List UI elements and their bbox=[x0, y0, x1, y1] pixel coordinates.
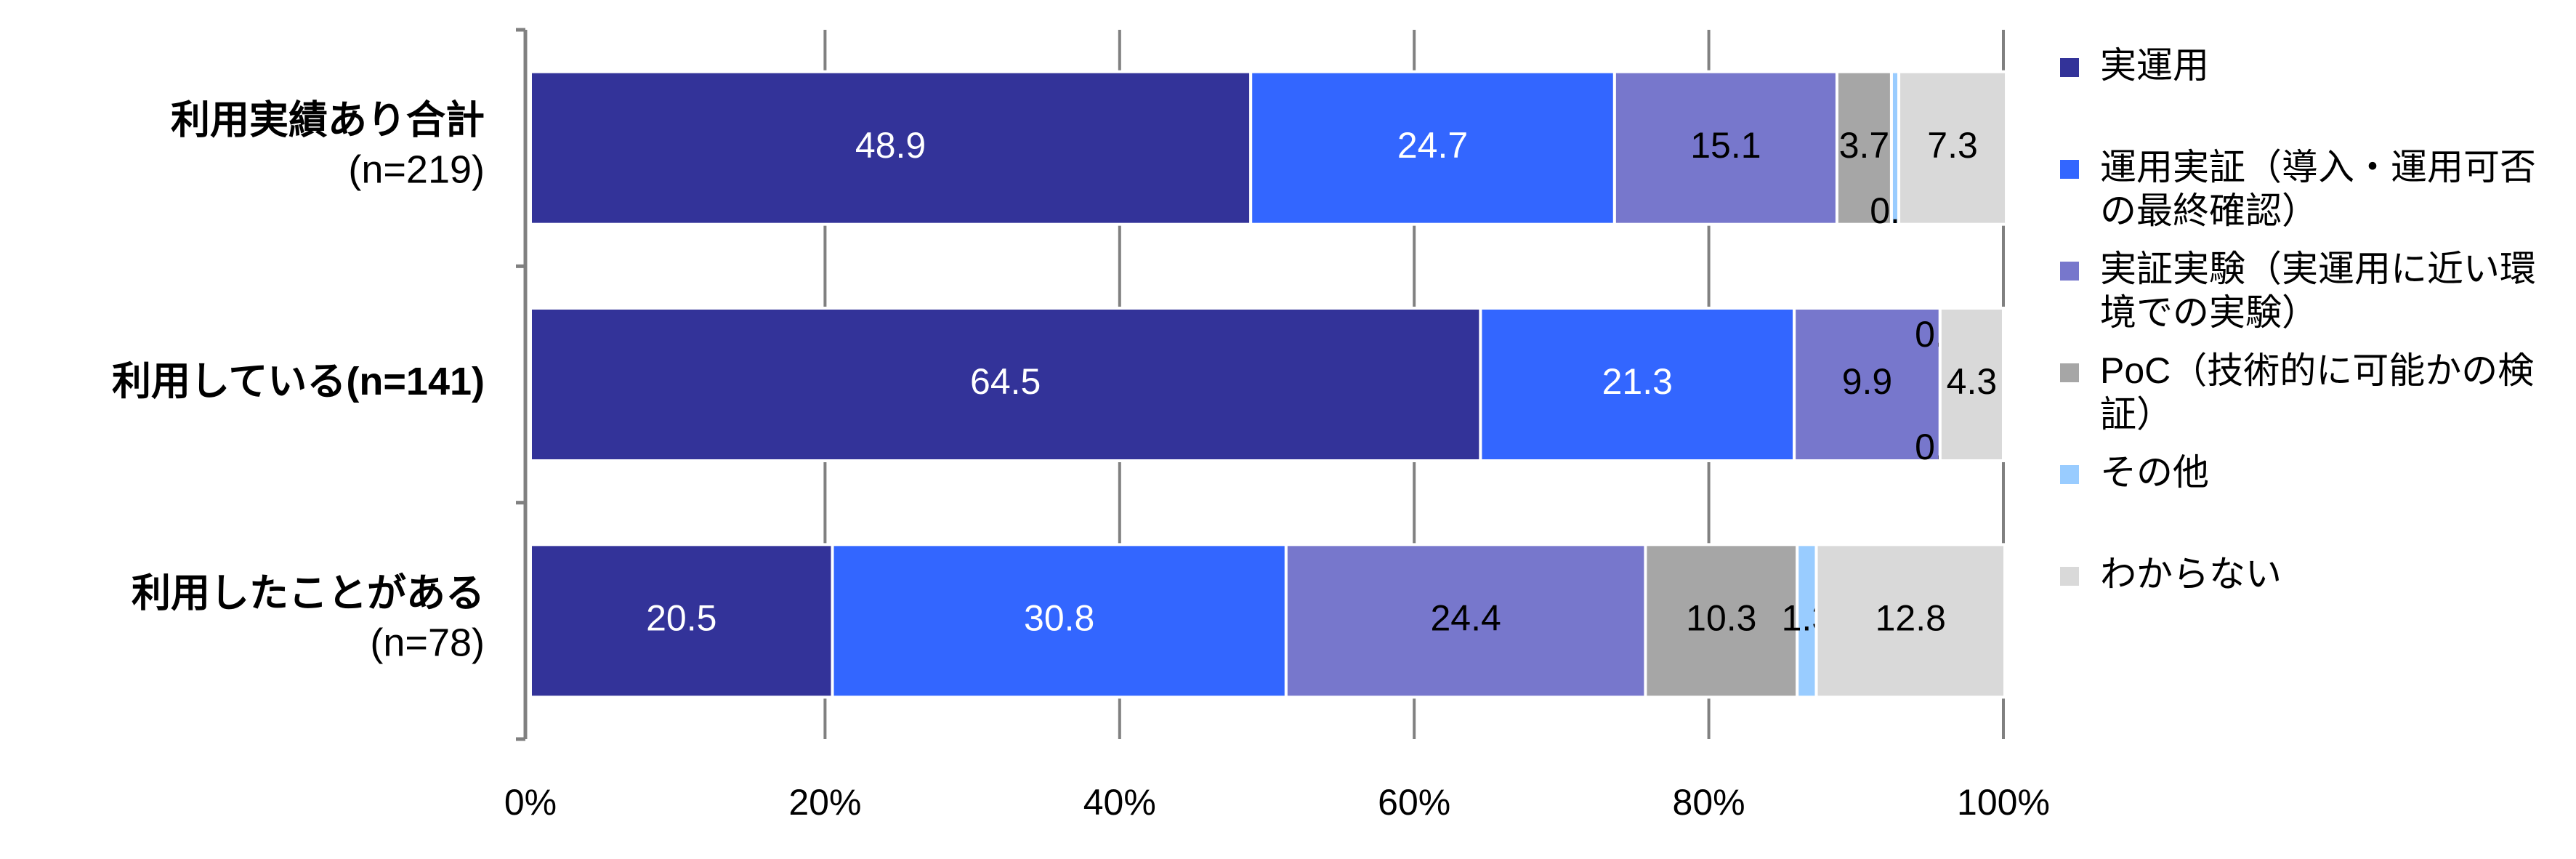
value-label: 20.5 bbox=[646, 598, 716, 639]
bar-segment bbox=[529, 70, 1253, 226]
x-tick-label: 40% bbox=[1083, 782, 1156, 823]
value-label: 9.9 bbox=[1842, 361, 1893, 402]
legend-label: わからない bbox=[2100, 554, 2282, 594]
value-label: 4.3 bbox=[1947, 361, 1998, 402]
x-tick-label: 100% bbox=[1957, 782, 2050, 823]
legend-label: 運用実証（導入・運用可否の最終確認） bbox=[2100, 147, 2536, 231]
legend-swatch bbox=[2060, 465, 2079, 484]
category-label: 利用実績あり合計(n=219) bbox=[171, 99, 485, 192]
legend-item: 実証実験（実運用に近い環境での実験） bbox=[2060, 247, 2561, 349]
x-tick-label: 60% bbox=[1378, 782, 1450, 823]
value-label: 7.3 bbox=[1927, 125, 1978, 166]
bar-segment bbox=[1835, 70, 1893, 226]
legend-label: その他 bbox=[2100, 452, 2209, 493]
legend-swatch bbox=[2060, 262, 2079, 281]
bar-segment bbox=[1897, 70, 2008, 226]
bar-segment bbox=[529, 307, 1482, 462]
legend-item: 運用実証（導入・運用可否の最終確認） bbox=[2060, 145, 2561, 247]
bar-segment bbox=[1612, 70, 1838, 226]
legend-item: わからない bbox=[2060, 552, 2561, 654]
bar-segment bbox=[1814, 543, 2007, 699]
legend-swatch bbox=[2060, 160, 2079, 179]
legend-item: その他 bbox=[2060, 451, 2561, 552]
value-label: 12.8 bbox=[1876, 598, 1946, 639]
value-label: 24.4 bbox=[1430, 598, 1501, 639]
x-tick-label: 0% bbox=[504, 782, 557, 823]
legend-swatch bbox=[2060, 363, 2079, 382]
legend-label: 実証実験（実運用に近い環境での実験） bbox=[2100, 249, 2536, 333]
value-label: 21.3 bbox=[1602, 361, 1673, 402]
bar-segment bbox=[1644, 543, 1799, 699]
legend: 実運用運用実証（導入・運用可否の最終確認） 実証実験（実運用に近い環境での実験） P… bbox=[2060, 44, 2561, 654]
bar-segment bbox=[831, 543, 1288, 699]
value-label: 24.7 bbox=[1397, 125, 1468, 166]
value-label: 30.8 bbox=[1024, 598, 1094, 639]
legend-label: PoC（技術的に可能かの検証） bbox=[2100, 350, 2535, 435]
x-tick-label: 20% bbox=[788, 782, 861, 823]
legend-item: PoC（技術的に可能かの検証） bbox=[2060, 349, 2561, 451]
value-label: 3.7 bbox=[1839, 125, 1890, 166]
category-label: 利用している(n=141) bbox=[112, 360, 485, 403]
bar-segment bbox=[1479, 307, 1796, 462]
bar-segment bbox=[1938, 307, 2006, 462]
x-tick-label: 80% bbox=[1673, 782, 1745, 823]
legend-label: 実運用 bbox=[2100, 45, 2209, 86]
legend-swatch bbox=[2060, 567, 2079, 586]
bar-segment bbox=[1793, 307, 1942, 462]
legend-swatch bbox=[2060, 58, 2079, 77]
category-label: 利用したことがある(n=78) bbox=[132, 572, 485, 665]
value-label: 64.5 bbox=[970, 361, 1041, 402]
value-label: 10.3 bbox=[1686, 598, 1756, 639]
value-label: 48.9 bbox=[855, 125, 926, 166]
value-label: 15.1 bbox=[1690, 125, 1761, 166]
legend-item: 実運用 bbox=[2060, 44, 2561, 145]
